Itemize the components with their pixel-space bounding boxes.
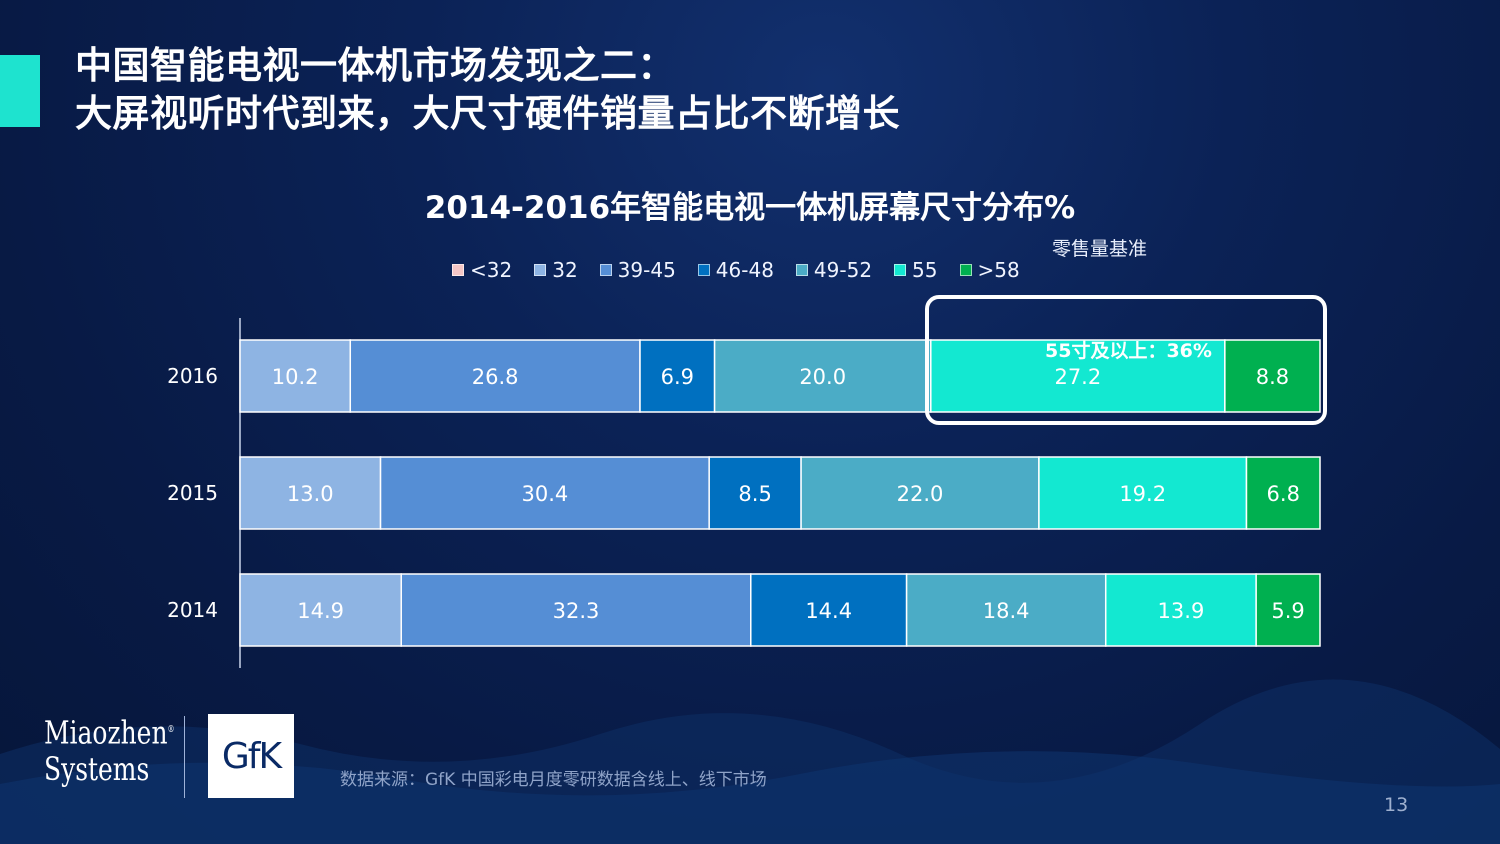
- data-label: 13.0: [287, 482, 334, 506]
- legend-label: 55: [912, 258, 938, 282]
- legend-label: <32: [470, 258, 513, 282]
- legend-label: 49-52: [813, 258, 873, 282]
- bar-segment: [1245, 456, 1321, 530]
- legend-swatch: [452, 264, 464, 276]
- miaozhen-logo-line2: Systems: [44, 749, 150, 788]
- bar-segment: [905, 573, 1107, 647]
- registered-mark: ®: [167, 725, 175, 735]
- legend-label: 32: [552, 258, 578, 282]
- bar-segment: [639, 339, 716, 413]
- data-label: 20.0: [799, 365, 846, 389]
- bar-segment: [239, 456, 382, 530]
- bar-segment: [239, 339, 352, 413]
- basis-note: 零售量基准: [1052, 238, 1148, 260]
- legend-swatch: [697, 264, 710, 276]
- miaozhen-logo-line1: Miaozhen: [44, 713, 168, 752]
- legend-swatch: [534, 264, 547, 276]
- data-label: 5.9: [1271, 599, 1304, 623]
- data-label: 18.4: [983, 599, 1030, 623]
- page-title: 中国智能电视一体机市场发现之二： 大屏视听时代到来，大尺寸硬件销量占比不断增长: [75, 42, 900, 138]
- bar-segment: [1224, 339, 1321, 413]
- data-label: 27.2: [1054, 365, 1101, 389]
- legend-item: >58: [959, 258, 1020, 282]
- bar-segment: [239, 573, 402, 647]
- data-label: 19.2: [1119, 482, 1166, 506]
- legend-label: 46-48: [715, 258, 774, 282]
- data-label: 10.2: [272, 365, 319, 389]
- y-tick-label: 2014: [167, 598, 218, 622]
- legend-swatch: [894, 264, 907, 276]
- bar-segment: [800, 456, 1040, 530]
- bar-segment: [379, 456, 710, 530]
- bar-segment: [1255, 573, 1321, 647]
- page-title-line1: 中国智能电视一体机市场发现之二：: [75, 44, 675, 87]
- page-number: 13: [1384, 794, 1409, 816]
- legend-item: <32: [452, 258, 512, 282]
- background-wave: [0, 679, 1500, 844]
- legend-swatch: [599, 264, 612, 276]
- legend-item: 49-52: [795, 258, 873, 282]
- legend-item: 39-45: [599, 258, 676, 282]
- bar-segment: [1038, 456, 1248, 530]
- highlight-box: [925, 295, 1327, 425]
- highlight-label: 55寸及以上：36%: [1045, 340, 1212, 362]
- data-label: 26.8: [472, 365, 519, 389]
- bar-segment: [400, 573, 752, 647]
- legend-item: 32: [534, 258, 578, 282]
- y-tick-label: 2016: [167, 364, 218, 388]
- title-accent-bar: [0, 55, 40, 127]
- data-label: 30.4: [521, 482, 568, 506]
- legend-item: 46-48: [697, 258, 774, 282]
- legend-item: 55: [894, 258, 938, 282]
- y-tick-label: 2015: [167, 481, 218, 505]
- data-label: 22.0: [897, 482, 944, 506]
- source-note: 数据来源：GfK 中国彩电月度零研数据含线上、线下市场: [340, 770, 767, 790]
- data-label: 32.3: [553, 599, 600, 623]
- data-label: 6.9: [661, 365, 694, 389]
- data-label: 8.5: [738, 482, 771, 506]
- data-label: 14.4: [805, 599, 852, 623]
- chart-legend: <32 32 39-45 46-48 49-52 55 >58: [452, 258, 1020, 282]
- legend-label: 39-45: [617, 258, 676, 282]
- bar-segment: [349, 339, 641, 413]
- legend-swatch: [959, 264, 972, 276]
- bar-segment: [708, 456, 802, 530]
- legend-label: >58: [977, 258, 1020, 282]
- miaozhen-logo: Miaozhen® Systems: [44, 712, 175, 787]
- chart-title: 2014-2016年智能电视一体机屏幕尺寸分布%: [424, 190, 1076, 226]
- data-label: 13.9: [1158, 599, 1205, 623]
- data-label: 8.8: [1256, 365, 1289, 389]
- legend-swatch: [795, 264, 808, 276]
- gfk-logo: GfK: [208, 714, 294, 798]
- bar-segment: [1104, 573, 1257, 647]
- page-title-line2: 大屏视听时代到来，大尺寸硬件销量占比不断增长: [75, 92, 900, 135]
- logo-divider: [184, 716, 185, 798]
- data-label: 6.8: [1267, 482, 1300, 506]
- data-label: 14.9: [297, 599, 344, 623]
